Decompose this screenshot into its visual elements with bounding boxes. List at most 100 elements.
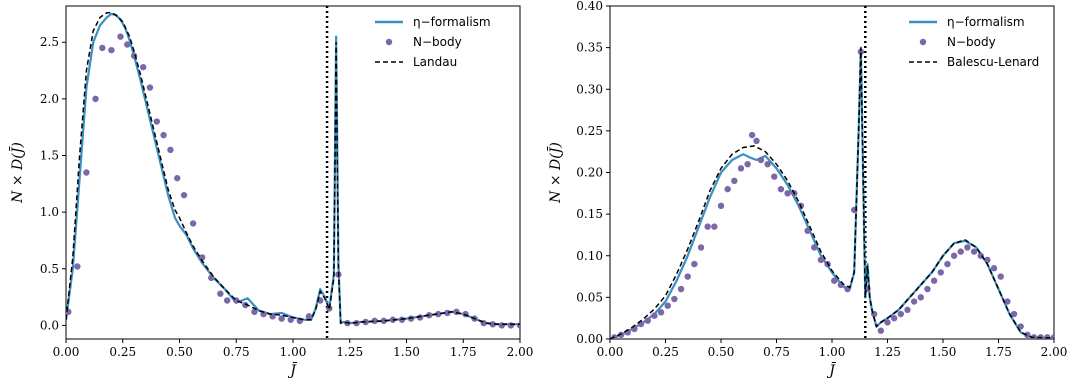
nbody-point	[691, 260, 698, 268]
nbody-point	[117, 33, 124, 40]
x-tick-label: 2.00	[507, 345, 534, 359]
nbody-point	[737, 165, 745, 172]
x-tick-label: 0.75	[223, 345, 250, 359]
legend-swatch-marker	[385, 38, 393, 46]
x-tick-label: 1.50	[930, 345, 957, 359]
nbody-point	[498, 322, 506, 329]
nbody-point	[997, 273, 1004, 280]
legend-label: N−body	[947, 35, 996, 49]
y-tick-label: 0.0	[40, 318, 59, 332]
legend-label: η−formalism	[413, 15, 491, 29]
x-tick-label: 1.75	[985, 345, 1012, 359]
nbody-point	[1017, 323, 1024, 330]
nbody-point	[139, 63, 147, 71]
nbody-point	[897, 310, 905, 318]
nbody-point	[217, 290, 224, 297]
nbody-point	[1050, 334, 1054, 339]
nbody-point	[757, 156, 765, 164]
nbody-point	[924, 285, 931, 293]
nbody-point	[99, 44, 106, 52]
nbody-point	[950, 252, 958, 259]
nbody-point	[371, 317, 378, 325]
chart-panel-2: 0.00 0.25 0.50 0.75 1.00 1.25 1.50 1.75 2.00 0.00…	[546, 0, 1067, 379]
nbody-point	[684, 273, 691, 280]
nbody-point	[174, 174, 181, 182]
eta-formalism-line	[610, 46, 1054, 339]
y-tick-label: 0.30	[576, 82, 603, 96]
nbody-point	[748, 131, 756, 139]
x-axis-title: J̄	[826, 361, 837, 379]
legend-swatch-marker	[919, 38, 927, 46]
y-tick-label: 2.5	[40, 35, 59, 49]
nbody-point	[831, 277, 838, 284]
y-axis-title: N × D(J̄)	[8, 142, 26, 204]
y-tick-label: 1.0	[40, 205, 59, 219]
nbody-point	[930, 277, 938, 284]
nbody-point	[167, 146, 174, 154]
x-tick-label: 0.00	[53, 345, 80, 359]
nbody-point	[877, 327, 885, 334]
legend: η−formalism N−body Balescu-Lenard	[909, 15, 1039, 69]
nbody-point	[764, 160, 771, 168]
nbody-point	[223, 297, 231, 304]
nbody-point	[153, 118, 160, 125]
nbody-point	[817, 256, 825, 264]
nbody-point	[287, 316, 294, 323]
nbody-point	[811, 244, 818, 251]
nbody-point	[416, 314, 424, 321]
legend-label: η−formalism	[947, 15, 1025, 29]
nbody-point	[453, 308, 460, 316]
nbody-point	[74, 263, 81, 270]
nbody-point	[984, 256, 991, 264]
legend: η−formalism N−body Landau	[375, 15, 491, 69]
dashed-theory-line	[610, 47, 1054, 339]
nbody-point	[160, 131, 167, 139]
nbody-point	[507, 322, 515, 329]
y-tick-label: 0.35	[576, 41, 603, 55]
nbody-point	[444, 309, 451, 317]
nbody-point	[189, 220, 197, 227]
x-tick-label: 1.50	[393, 345, 420, 359]
dashed-theory-line	[66, 12, 520, 326]
nbody-point	[744, 160, 751, 168]
nbody-point	[92, 95, 99, 103]
nbody-point	[777, 185, 785, 193]
nbody-point	[664, 302, 671, 309]
nbody-point	[964, 244, 971, 251]
nbody-point	[199, 254, 206, 261]
nbody-point	[617, 331, 625, 339]
nbody-point	[1004, 298, 1011, 305]
y-tick-label: 0.5	[40, 262, 59, 276]
y-tick-label: 0.15	[576, 207, 603, 221]
nbody-point	[435, 310, 442, 318]
nbody-point	[753, 137, 760, 145]
y-tick-label: 1.5	[40, 149, 59, 163]
y-axis-title: N × D(J̄)	[546, 142, 564, 204]
x-tick-label: 0.00	[597, 345, 624, 359]
nbody-point	[146, 84, 154, 91]
nbody-point	[260, 310, 267, 318]
y-tick-label: 0.20	[576, 166, 603, 180]
x-tick-label: 1.75	[450, 345, 477, 359]
nbody-point	[804, 227, 811, 234]
plot-area	[610, 6, 1054, 339]
x-axis-title: J̄	[287, 361, 298, 379]
plot-area	[66, 6, 520, 339]
nbody-point	[731, 177, 738, 185]
legend-label: Landau	[413, 55, 457, 69]
nbody-point	[711, 223, 718, 230]
nbody-point	[697, 244, 705, 251]
nbody-point	[677, 285, 685, 293]
nbody-point	[671, 295, 678, 303]
nbody-point	[717, 202, 725, 209]
chart-panel-1: 0.00 0.25 0.50 0.75 1.00 1.25 1.50 1.75 2.00 0.0 0…	[8, 5, 534, 379]
y-tick-label: 2.0	[40, 92, 59, 106]
nbody-point	[278, 315, 285, 322]
nbody-point	[917, 294, 924, 301]
x-tick-label: 1.25	[874, 345, 901, 359]
nbody-point	[108, 46, 115, 54]
nbody-point	[724, 185, 731, 193]
x-tick-label: 0.25	[652, 345, 679, 359]
